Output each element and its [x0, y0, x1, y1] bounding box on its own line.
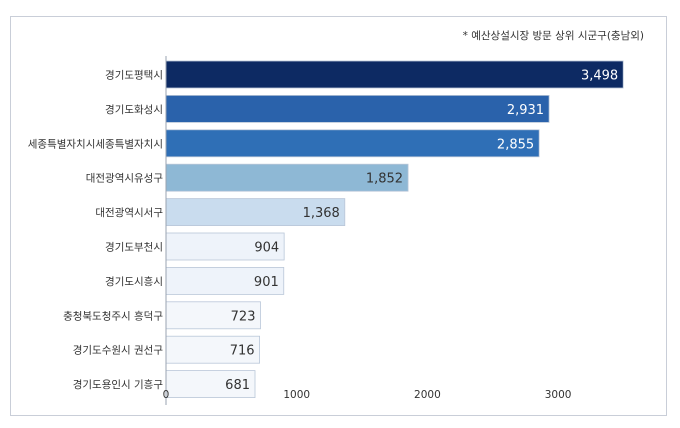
category-label: 경기도시흥시: [105, 275, 163, 288]
value-label: 1,368: [303, 206, 340, 221]
bar: [165, 266, 285, 295]
value-label: 681: [225, 378, 250, 393]
x-tick-label: 0: [163, 389, 170, 401]
value-label: 901: [254, 275, 279, 290]
bar: [165, 301, 261, 330]
bar: [165, 95, 550, 123]
value-label: 723: [231, 309, 256, 324]
bar: [165, 163, 409, 192]
bar: [165, 370, 256, 399]
category-label: 경기도수원시 권선구: [73, 344, 164, 357]
value-label: 2,855: [497, 137, 534, 152]
x-tick-label: 3000: [545, 389, 572, 401]
category-label: 경기도평택시: [105, 69, 163, 82]
category-label: 세종특별자치시세종특별자치시: [28, 138, 163, 150]
value-label: 3,498: [581, 69, 618, 84]
bar: [165, 129, 540, 158]
value-label: 1,852: [366, 172, 403, 187]
value-label: 904: [254, 241, 279, 256]
value-label: 716: [230, 344, 255, 359]
bar: [165, 232, 285, 261]
category-label: 대전광역시유성구: [86, 173, 164, 185]
chart-note: * 예산상설시장 방문 상위 시군구(충남외): [462, 30, 644, 42]
bar: [165, 335, 260, 364]
category-label: 경기도부천시: [105, 241, 163, 254]
category-label: 경기도화성시: [105, 103, 163, 116]
value-label: 2,931: [507, 103, 544, 118]
category-label: 경기도용인시 기흥구: [73, 378, 164, 391]
x-tick-label: 1000: [283, 389, 310, 401]
bar: [165, 60, 624, 89]
category-label: 충청북도청주시 흥덕구: [63, 309, 163, 322]
x-tick-label: 2000: [414, 389, 441, 401]
category-label: 대전광역시서구: [95, 207, 163, 219]
